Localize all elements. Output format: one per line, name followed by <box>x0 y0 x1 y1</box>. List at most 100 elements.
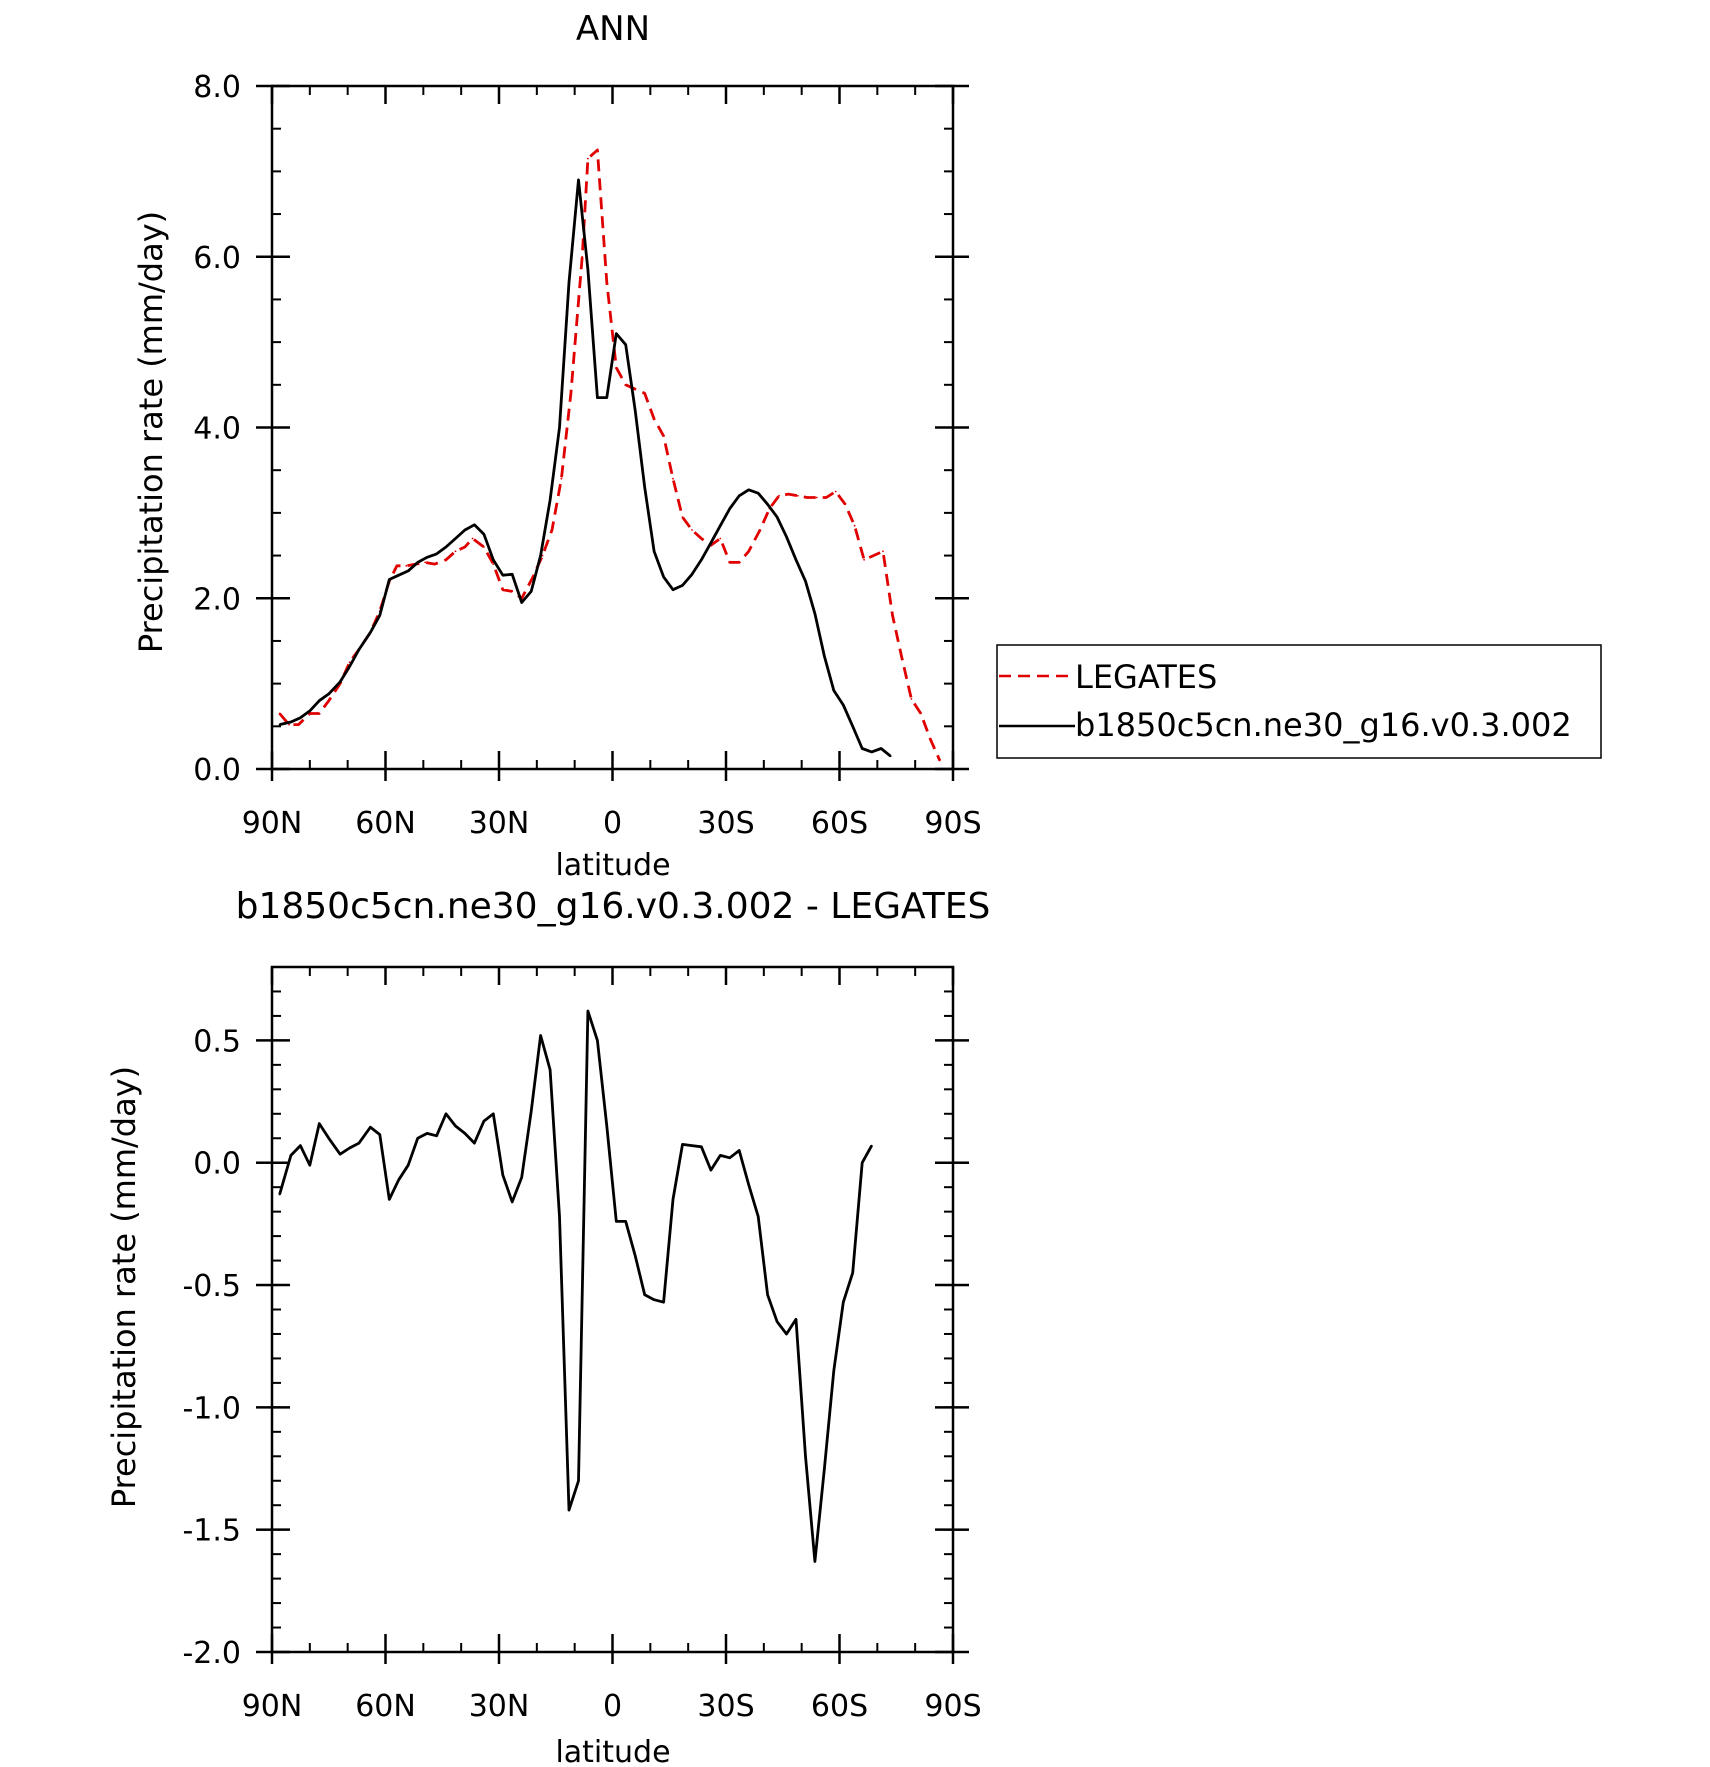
data-point <box>797 494 799 497</box>
panel-bottom: b1850c5cn.ne30_g16.v0.3.002 - LEGATES Pr… <box>105 886 990 1767</box>
plot-lines <box>278 1009 873 1563</box>
data-point <box>870 751 873 753</box>
plot-frame <box>270 84 955 771</box>
data-point <box>929 738 932 740</box>
data-point <box>624 383 627 386</box>
x-tick-label: 90S <box>924 1689 981 1724</box>
data-point <box>662 576 665 578</box>
data-point <box>832 1369 835 1372</box>
data-point <box>511 1201 514 1203</box>
data-point <box>492 558 495 561</box>
data-point <box>766 503 769 506</box>
data-point <box>327 699 330 702</box>
data-point <box>492 1112 495 1115</box>
data-point <box>288 723 290 726</box>
data-point <box>681 1143 684 1146</box>
data-point <box>605 1125 608 1127</box>
data-point <box>577 179 580 181</box>
y-axis-label: Precipitation rate (mm/day) <box>105 1066 143 1508</box>
data-point <box>397 1178 400 1181</box>
data-point <box>919 712 922 715</box>
data-point <box>615 366 618 369</box>
data-point <box>700 558 703 561</box>
y-tick-label: 0.5 <box>193 1024 241 1059</box>
data-point <box>747 488 750 491</box>
data-point <box>308 1164 311 1167</box>
data-point <box>653 1298 655 1301</box>
data-point <box>815 496 818 499</box>
data-point <box>863 558 865 561</box>
data-point <box>738 494 741 497</box>
data-point <box>339 681 341 683</box>
data-point <box>464 546 466 548</box>
data-point <box>719 537 722 540</box>
data-point <box>587 1010 589 1012</box>
data-point <box>823 1467 826 1470</box>
legend-label-model: b1850c5cn.ne30_g16.v0.3.002 <box>1075 706 1572 744</box>
legend-label-legates: LEGATES <box>1075 658 1217 696</box>
data-point <box>454 537 457 540</box>
data-point <box>700 537 703 540</box>
data-point <box>445 558 447 561</box>
data-point <box>530 1110 533 1113</box>
data-point <box>624 1220 627 1223</box>
data-point <box>605 396 608 399</box>
data-point <box>549 1068 551 1071</box>
data-point <box>378 614 381 617</box>
data-point <box>785 535 788 538</box>
data-point <box>558 426 561 429</box>
panel-top: ANN Precipitation rate (mm/day) latitude… <box>132 9 982 883</box>
data-point <box>825 496 828 499</box>
x-tick-label: 30N <box>469 806 530 841</box>
data-point <box>719 524 722 527</box>
y-tick-label: 6.0 <box>193 241 241 276</box>
data-point <box>416 1137 419 1140</box>
x-tick-label: 90S <box>924 806 981 841</box>
data-point <box>710 1169 712 1171</box>
data-point <box>653 418 655 420</box>
data-point <box>757 1215 760 1218</box>
data-point <box>348 1147 351 1149</box>
axis-ticks: 90N 60N 30N 0 30S 60S 90S 0.0 2.0 4.0 6.0 8.0 <box>193 70 981 841</box>
data-point <box>851 725 854 728</box>
data-point <box>901 657 903 659</box>
data-point <box>318 699 321 702</box>
x-axis-label: latitude <box>555 1735 670 1767</box>
data-point <box>407 1164 410 1167</box>
data-point <box>738 561 741 564</box>
data-point <box>551 529 553 531</box>
data-point <box>672 1198 674 1201</box>
legend: LEGATES b1850c5cn.ne30_g16.v0.3.002 <box>996 644 1602 759</box>
data-point <box>445 1112 447 1115</box>
data-point <box>861 747 864 750</box>
data-point <box>511 590 514 593</box>
data-point <box>891 614 894 617</box>
data-point <box>814 1560 816 1563</box>
data-point <box>834 490 837 493</box>
data-point <box>473 523 476 526</box>
data-point <box>426 556 428 559</box>
data-point <box>853 524 856 527</box>
data-point <box>278 1193 281 1196</box>
data-point <box>290 1154 292 1157</box>
data-point <box>757 492 760 495</box>
data-point <box>407 570 410 572</box>
data-point <box>643 486 646 489</box>
data-point <box>358 648 360 651</box>
x-tick-label: 60N <box>355 1689 416 1724</box>
data-point <box>369 631 372 634</box>
data-point <box>539 554 542 557</box>
x-tick-label: 30S <box>697 1689 754 1724</box>
data-point <box>424 561 427 564</box>
data-point <box>615 1220 618 1223</box>
data-point <box>397 574 400 577</box>
axis-ticks: 90N 60N 30N 0 30S 60S 90S 0.5 0.0 -0.5 -1.0 -1.5 -2.… <box>182 966 982 1724</box>
data-point <box>643 392 646 395</box>
data-point <box>681 584 684 587</box>
x-tick-label: 30S <box>697 806 754 841</box>
data-point <box>483 546 485 548</box>
data-point <box>596 396 599 399</box>
data-point <box>378 1133 381 1136</box>
x-tick-label: 30N <box>469 1689 530 1724</box>
